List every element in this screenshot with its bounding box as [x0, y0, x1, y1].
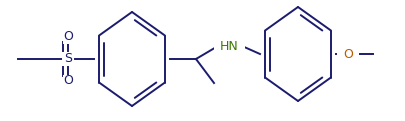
Text: S: S: [64, 53, 72, 65]
Text: HN: HN: [220, 39, 239, 53]
Text: O: O: [63, 75, 73, 87]
Text: O: O: [343, 48, 353, 60]
Text: O: O: [63, 30, 73, 44]
